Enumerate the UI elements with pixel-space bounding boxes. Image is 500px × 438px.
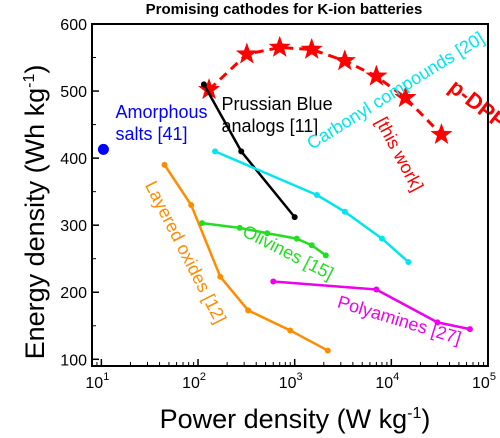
data-point bbox=[161, 161, 168, 168]
x-tick-label-base: 10 bbox=[182, 375, 200, 392]
series-3 bbox=[212, 148, 412, 266]
x-tick-label-exp: 5 bbox=[490, 371, 496, 383]
data-point bbox=[212, 148, 219, 155]
x-tick-label-exp: 3 bbox=[297, 371, 303, 383]
series-label: p-DPPZ bbox=[444, 74, 500, 143]
data-point bbox=[313, 192, 320, 198]
series-label-line: analogs [11] bbox=[222, 116, 319, 136]
series-line bbox=[273, 280, 471, 331]
y-tick-label: 400 bbox=[60, 151, 87, 168]
y-tick-label: 200 bbox=[60, 285, 87, 302]
data-point bbox=[324, 347, 331, 354]
data-point bbox=[293, 235, 300, 242]
series-1 bbox=[200, 81, 298, 221]
x-axis-title-base: Power density (W kg bbox=[160, 404, 408, 434]
data-point bbox=[199, 220, 206, 227]
series-label-line: p-DPPZ bbox=[444, 74, 500, 143]
data-point bbox=[333, 49, 356, 71]
data-point bbox=[97, 143, 109, 155]
series-label-line: Amorphous bbox=[115, 102, 207, 122]
series-label: Prussian Blue analogs [11] bbox=[222, 94, 333, 136]
series-4 bbox=[161, 161, 331, 354]
y-tick-label: 100 bbox=[60, 352, 87, 369]
chart-title: Promising cathodes for K-ion batteries bbox=[146, 1, 423, 18]
data-point bbox=[365, 64, 388, 86]
y-axis-title-sup: -1 bbox=[21, 73, 38, 87]
data-point bbox=[466, 326, 473, 333]
x-tick-label-base: 10 bbox=[279, 375, 297, 392]
data-point bbox=[430, 122, 453, 145]
data-point bbox=[270, 278, 277, 285]
data-point bbox=[236, 224, 243, 231]
x-tick-label: 104 bbox=[375, 371, 399, 392]
data-point bbox=[308, 242, 315, 249]
series-0 bbox=[197, 35, 453, 145]
series-label: Layered oxides [12] bbox=[141, 178, 230, 327]
series-6 bbox=[270, 278, 473, 333]
series-label-line: Layered oxides [12] bbox=[141, 178, 230, 327]
series-line bbox=[163, 164, 329, 352]
data-point bbox=[394, 85, 417, 108]
series-label: [this work] bbox=[372, 114, 428, 195]
data-point bbox=[300, 37, 323, 59]
x-axis-title: Power density (W kg-1) bbox=[160, 404, 431, 434]
series-label: Amorphous salts [41] bbox=[115, 102, 207, 144]
series-2 bbox=[97, 143, 109, 155]
data-point bbox=[217, 273, 224, 280]
y-tick-label: 300 bbox=[60, 218, 87, 235]
data-point bbox=[434, 319, 441, 326]
x-tick-label-base: 10 bbox=[472, 375, 490, 392]
series-label-line: [this work] bbox=[372, 114, 428, 195]
x-tick-label: 103 bbox=[279, 371, 303, 392]
x-tick-label-base: 10 bbox=[85, 375, 103, 392]
data-point bbox=[188, 202, 195, 209]
series-label-line: Polyamines [27] bbox=[335, 292, 463, 349]
series-5 bbox=[199, 220, 329, 259]
x-axis-title-tail: ) bbox=[421, 404, 430, 434]
data-point bbox=[235, 42, 259, 64]
data-point bbox=[287, 327, 294, 334]
series-label-line: Prussian Blue bbox=[222, 94, 333, 114]
y-tick-label: 600 bbox=[60, 17, 87, 34]
data-point bbox=[405, 259, 412, 266]
y-axis-title: Energy density (Wh kg-1) bbox=[20, 65, 50, 360]
data-point bbox=[322, 252, 329, 259]
data-point bbox=[245, 307, 252, 314]
data-point bbox=[373, 286, 380, 293]
x-tick-label: 105 bbox=[472, 371, 496, 392]
series-label-line: salts [41] bbox=[115, 124, 187, 144]
x-tick-label-exp: 2 bbox=[200, 371, 206, 383]
x-tick-label-exp: 1 bbox=[103, 371, 109, 383]
y-axis-title-tail: ) bbox=[20, 65, 50, 74]
data-point bbox=[200, 81, 207, 88]
series-label: Polyamines [27] bbox=[335, 292, 463, 349]
x-tick-label-exp: 4 bbox=[393, 371, 399, 383]
data-point bbox=[378, 235, 385, 242]
x-tick-label: 101 bbox=[85, 371, 109, 392]
y-tick-label: 500 bbox=[60, 84, 87, 101]
x-tick-label-base: 10 bbox=[375, 375, 393, 392]
x-tick-label: 102 bbox=[182, 371, 206, 392]
data-point bbox=[268, 35, 291, 57]
y-axis-title-base: Energy density (Wh kg bbox=[20, 88, 50, 360]
data-point bbox=[341, 208, 348, 215]
data-point bbox=[264, 230, 271, 237]
data-point bbox=[238, 148, 245, 155]
data-point bbox=[291, 214, 298, 221]
x-axis-title-sup: -1 bbox=[407, 405, 421, 422]
